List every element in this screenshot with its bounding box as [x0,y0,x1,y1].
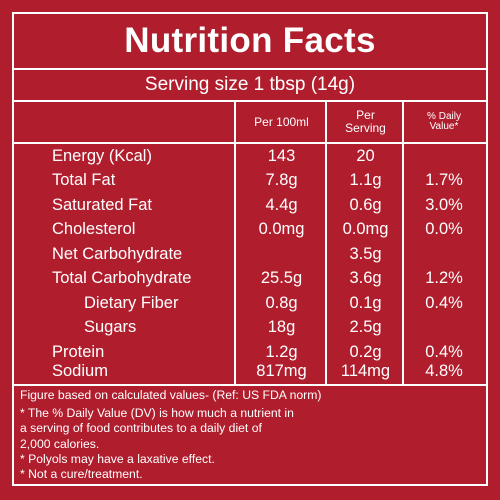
row-per100: 0.8g [265,293,298,312]
row-dv: 0.0% [425,220,463,239]
row-dv [404,316,484,341]
row-cholesterol: Cholesterol 0.0mg 0.0mg 0.0% [14,218,486,243]
row-serving: 0.1g [349,293,382,312]
header-daily-value-line2: Value* [429,121,459,132]
header-per-100ml-label: Per 100ml [254,114,309,129]
row-name: Saturated Fat [52,195,152,214]
column-divider-2 [325,102,327,384]
row-dv: 4.8% [425,361,463,380]
row-serving: 114mg [340,361,391,380]
row-saturated-fat: Saturated Fat 4.4g 0.6g 3.0% [14,193,486,218]
row-protein: Protein 1.2g 0.2g 0.4% [14,340,486,365]
footnote-dv-line2: a serving of food contributes to a daily… [20,421,262,436]
row-per100: 7.8g [265,171,298,190]
column-divider-3 [402,102,404,384]
footnote-polyols: * Polyols may have a laxative effect. [20,451,215,466]
row-serving: 20 [356,146,375,165]
row-dv: 0.4% [425,293,463,312]
row-dv: 3.0% [425,195,463,214]
row-name: Protein [52,342,105,361]
row-per100: 143 [267,146,296,165]
header-daily-value: % Daily Value* [404,102,484,142]
header-per-100ml: Per 100ml [236,102,327,142]
row-per100 [236,242,327,267]
row-name: Dietary Fiber [84,293,179,312]
header-per-serving-line1: Per [356,108,375,123]
row-dv [404,242,484,267]
header-per-serving: Per Serving [327,102,404,142]
row-serving: 0.6g [349,195,382,214]
footnote-reference: Figure based on calculated values- (Ref:… [20,388,322,402]
row-name: Cholesterol [52,220,136,239]
row-name: Energy (Kcal) [52,146,152,165]
row-total-fat: Total Fat 7.8g 1.1g 1.7% [14,169,486,194]
row-name: Sodium [52,361,108,380]
row-energy: Energy (Kcal) 143 20 [14,144,486,169]
divider-serving [14,100,486,102]
footnote-not-a-cure: * Not a cure/treatment. [20,467,143,482]
footnote-dv-line3: 2,000 calories. [20,436,100,451]
divider-header [14,142,486,144]
row-name: Total Fat [52,171,116,190]
row-serving: 3.6g [349,269,382,288]
nutrition-facts-panel: Nutrition Facts Serving size 1 tbsp (14g… [12,12,488,486]
row-per100: 4.4g [265,195,298,214]
row-serving: 3.5g [349,244,382,263]
header-daily-value-line1: % Daily [427,110,461,122]
row-total-carbohydrate: Total Carbohydrate 25.5g 3.6g 1.2% [14,267,486,292]
row-serving: 1.1g [349,171,382,190]
serving-size: Serving size 1 tbsp (14g) [144,74,356,95]
row-dv: 1.7% [425,171,463,190]
row-dv: 1.2% [425,269,463,288]
column-divider-1 [234,102,236,384]
row-name: Sugars [84,318,137,337]
nutrition-title: Nutrition Facts [124,21,376,60]
row-per100: 25.5g [260,269,303,288]
row-sugars: Sugars 18g 2.5g [14,316,486,341]
footnote-dv-line1: * The % Daily Value (DV) is how much a n… [20,406,294,421]
row-serving: 0.2g [349,342,382,361]
row-net-carbohydrate: Net Carbohydrate 3.5g [14,242,486,267]
row-per100: 18g [267,318,296,337]
row-sodium: Sodium 817mg 114mg 4.8% [14,359,486,384]
row-serving: 2.5g [349,318,382,337]
header-per-serving-line2: Serving [345,121,386,135]
footnotes: Figure based on calculated values- (Ref:… [20,388,482,482]
row-dv: 0.4% [425,342,463,361]
row-per100: 0.0mg [258,220,305,239]
row-serving: 0.0mg [342,220,389,239]
row-per100: 1.2g [265,342,298,361]
row-per100: 817mg [256,361,307,380]
row-name: Total Carbohydrate [52,269,192,288]
row-dietary-fiber: Dietary Fiber 0.8g 0.1g 0.4% [14,291,486,316]
row-name: Net Carbohydrate [52,244,183,263]
row-dv [404,144,484,169]
divider-table-bottom [14,384,486,386]
divider-title [14,68,486,70]
